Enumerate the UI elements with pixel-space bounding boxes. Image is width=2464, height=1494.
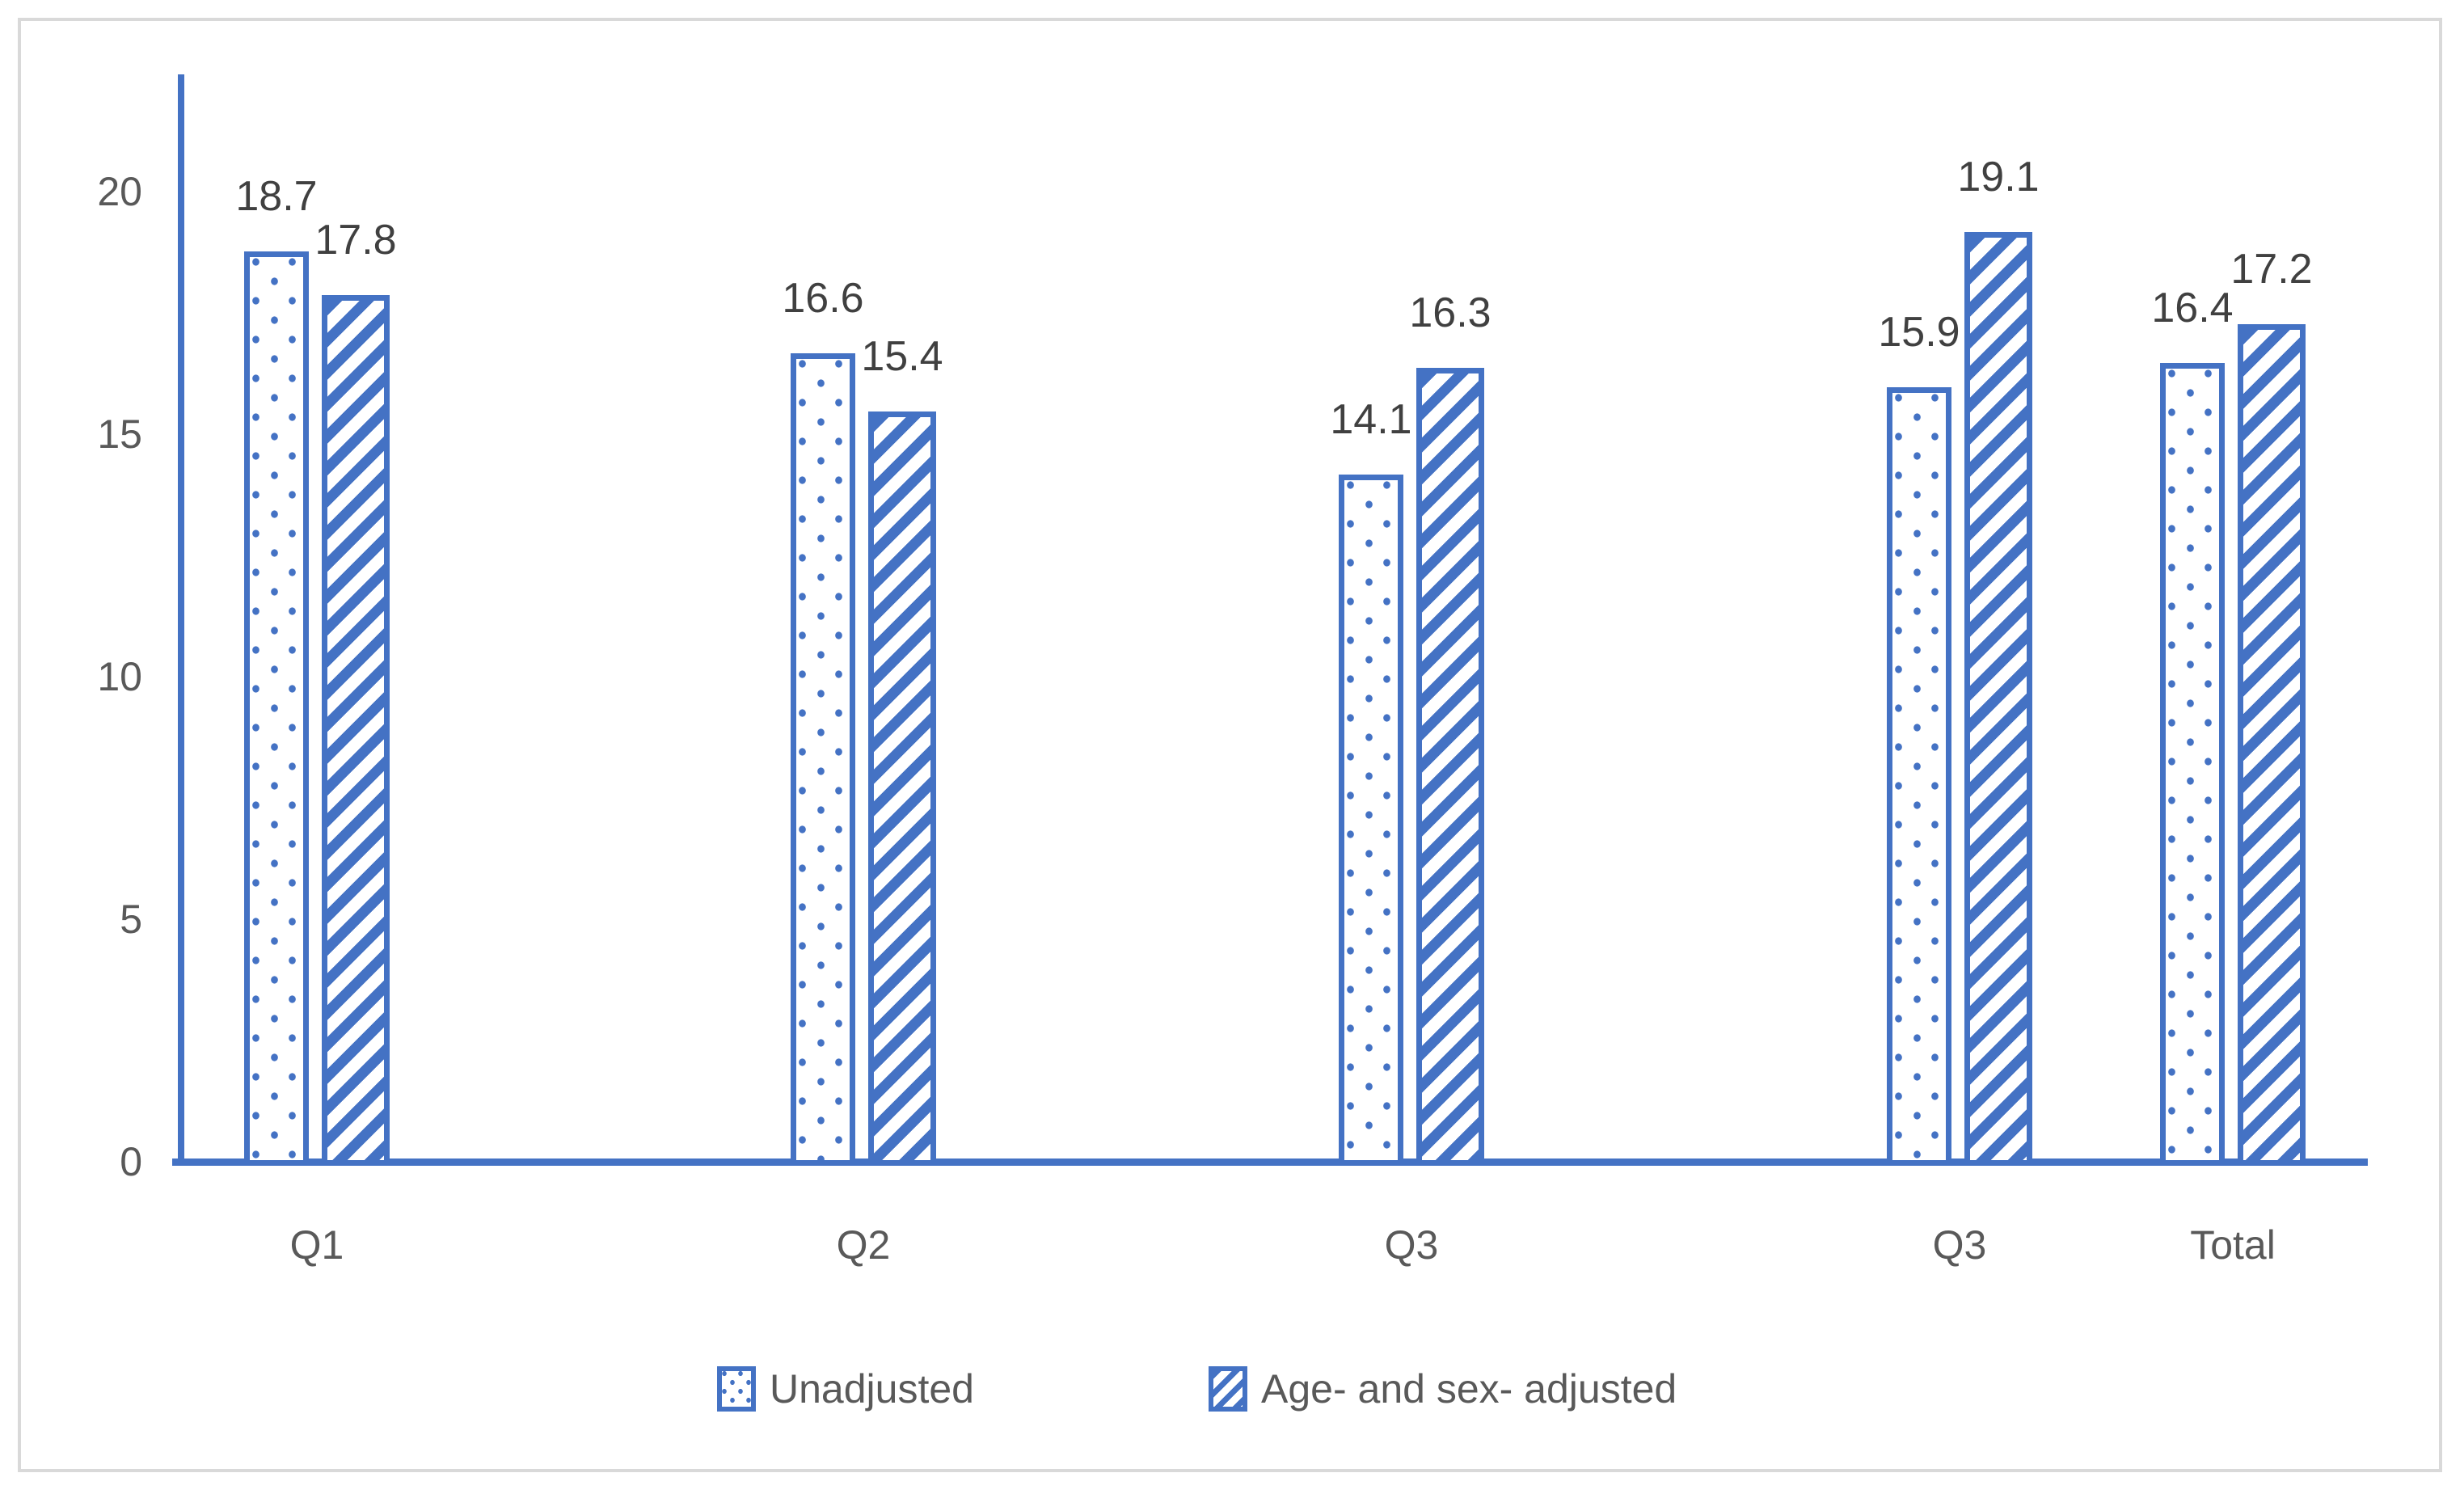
bar-age-and-sex-adjusted-4 [1964,232,2032,1166]
bar-age-and-sex-adjusted-1 [322,295,390,1166]
legend-label-unadjusted: Unadjusted [770,1366,974,1412]
data-label-age-and-sex-adjusted-1: 17.8 [314,217,397,264]
x-category-label-5: Total [2190,1222,2276,1268]
bar-unadjusted-5 [2160,363,2225,1166]
chart-border [18,18,2442,1472]
y-tick-label-10: 10 [97,654,142,699]
bar-unadjusted-1 [244,251,309,1166]
data-label-age-and-sex-adjusted-4: 19.1 [1957,154,2040,200]
data-label-unadjusted-4: 15.9 [1878,309,1960,356]
x-category-label-4: Q3 [1932,1222,1987,1268]
bar-age-and-sex-adjusted-5 [2238,324,2306,1166]
legend-swatch-age-and-sex-adjusted [1209,1366,1247,1412]
y-tick-label-20: 20 [97,169,142,214]
y-axis-line [178,74,184,1166]
bar-unadjusted-4 [1887,387,1951,1166]
legend-swatch-unadjusted [717,1366,756,1412]
data-label-unadjusted-1: 18.7 [235,173,318,220]
bar-unadjusted-2 [791,353,855,1166]
x-axis-line [172,1158,2368,1166]
x-category-label-2: Q2 [836,1222,891,1268]
data-label-age-and-sex-adjusted-2: 15.4 [861,333,943,380]
y-tick-label-5: 5 [120,897,142,942]
bar-age-and-sex-adjusted-2 [868,411,936,1166]
x-category-label-3: Q3 [1384,1222,1439,1268]
data-label-age-and-sex-adjusted-5: 17.2 [2230,246,2313,293]
data-label-unadjusted-3: 14.1 [1330,396,1412,443]
y-tick-label-15: 15 [97,411,142,457]
legend-label-age-and-sex-adjusted: Age- and sex- adjusted [1261,1366,1677,1412]
bar-age-and-sex-adjusted-3 [1416,368,1484,1166]
data-label-age-and-sex-adjusted-3: 16.3 [1409,289,1491,336]
data-label-unadjusted-2: 16.6 [782,275,864,322]
data-label-unadjusted-5: 16.4 [2151,285,2234,331]
bar-unadjusted-3 [1339,475,1403,1166]
x-category-label-1: Q1 [289,1222,344,1268]
y-tick-label-0: 0 [120,1139,142,1184]
